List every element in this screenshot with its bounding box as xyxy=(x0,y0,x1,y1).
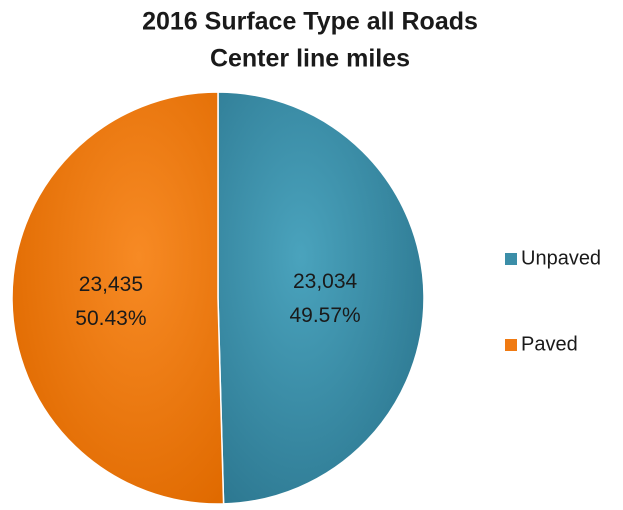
pie-slice xyxy=(217,91,425,505)
slice-percent-label: 49.57% xyxy=(289,304,360,327)
chart-subtitle: Center line miles xyxy=(210,45,410,73)
slice-value-label: 23,435 xyxy=(79,273,143,296)
slice-percent-label: 50.43% xyxy=(75,307,146,330)
legend-swatch xyxy=(505,339,517,351)
chart-title: 2016 Surface Type all Roads xyxy=(142,8,478,36)
pie-slice xyxy=(11,91,225,505)
slice-value-label: 23,034 xyxy=(293,270,358,293)
legend-label: Paved xyxy=(521,333,578,355)
legend-swatch xyxy=(505,253,517,265)
legend-label: Unpaved xyxy=(521,247,601,269)
